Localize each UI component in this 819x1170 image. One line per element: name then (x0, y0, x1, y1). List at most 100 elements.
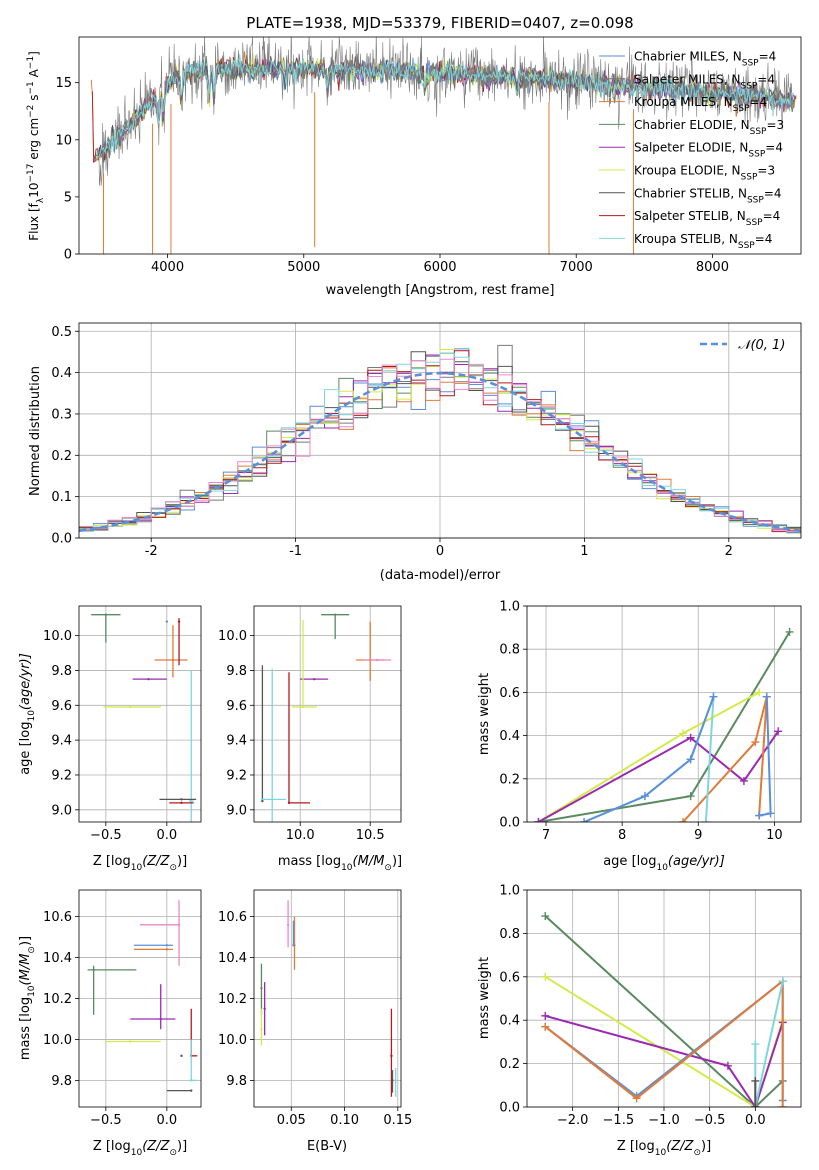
y-tick-label: 10.4 (43, 951, 72, 966)
x-axis-label: (data-model)/error (380, 568, 501, 583)
data-marker (755, 688, 764, 697)
data-marker (686, 755, 695, 764)
series-line (754, 980, 784, 1107)
label-part: Chabrier MILES, N (634, 50, 742, 64)
y-tick-label: 10.0 (43, 1033, 72, 1048)
data-point (177, 923, 181, 927)
y-tick-label: 0.2 (499, 1057, 520, 1072)
series-line (583, 696, 715, 822)
panel-mass_weight_vs_Z: −2.0 −1.5 −1.0 −0.5 0.0 0.0 0.2 0.4 0.6 0.8 1.0 Z [… (477, 884, 802, 1158)
label-part: Kroupa ELODIE, N (634, 164, 741, 178)
label-part: Kroupa MILES, N (634, 95, 733, 109)
data-point (376, 658, 379, 662)
label-part: ⊙ (27, 946, 37, 954)
label-part: 10 (27, 710, 37, 722)
y-tick-label: 10.0 (43, 629, 72, 644)
label-part: Flux [f (27, 202, 41, 240)
y-tick-label: 0.0 (499, 1101, 520, 1116)
y-tick-label: 0.0 (51, 532, 72, 547)
data-marker (679, 818, 688, 822)
data-point (391, 1079, 394, 1082)
label-part: −17 (26, 164, 36, 183)
x-axis-label: age [log10(age/yr)] (603, 854, 725, 873)
data-point (177, 620, 181, 623)
grid (254, 606, 401, 822)
axes-frame (78, 889, 202, 1108)
x-tick-label: 0.0 (156, 828, 177, 843)
label-part: SSP (738, 241, 755, 251)
label-part: 10 (655, 1148, 667, 1158)
x-tick-label: 0.0 (745, 1113, 766, 1128)
label-part: Salpeter MILES, N (634, 72, 741, 86)
data-point (180, 1054, 183, 1058)
label-part: λ (36, 197, 46, 203)
data-marker (751, 1040, 760, 1049)
y-tick-label: 10.4 (218, 951, 247, 966)
data-point (287, 801, 291, 805)
data-point (190, 1079, 193, 1082)
label-part: −2 (26, 105, 36, 118)
x-tick-label: 7 (542, 828, 550, 843)
data-marker (632, 1094, 641, 1103)
label-part: −1 (26, 56, 36, 69)
label-part: =4 (763, 209, 781, 223)
label-part: Kroupa STELIB, N (634, 232, 738, 246)
data-marker (778, 1103, 787, 1107)
data-point (147, 677, 150, 681)
label-part: ⊙ (384, 863, 392, 873)
x-tick-label: 1 (580, 544, 588, 559)
y-tick-label: 10.6 (218, 910, 247, 925)
y-tick-label: 9.8 (226, 664, 247, 679)
error-bars (91, 613, 197, 822)
x-tick-label: −0.5 (90, 1113, 122, 1128)
label-part: −1 (26, 81, 36, 94)
label-part: SSP (733, 104, 750, 114)
label-part: SSP (741, 173, 758, 183)
label-part: (Z/Z (142, 1139, 170, 1154)
y-tick-label: 9.8 (51, 664, 72, 679)
y-tick-label: 10.0 (218, 629, 247, 644)
data-marker (679, 729, 688, 738)
y-tick-label: 10.6 (43, 910, 72, 925)
label-part: (M/M (18, 954, 33, 986)
legend-label: Salpeter MILES, NSSP=4 (634, 72, 775, 91)
data-point (263, 1007, 266, 1010)
series-line (545, 1014, 784, 1107)
x-tick-label: -1 (289, 544, 302, 559)
y-tick-label: 0.1 (51, 490, 72, 505)
label-part: mass [log (18, 997, 33, 1060)
panel-residual_distribution: -2 -1 0 1 2 0.0 0.1 0.2 0.3 0.4 0.5 𝒩(0, 1) (data-mo… (28, 322, 802, 583)
histogram-pink (79, 358, 801, 534)
y-tick-label: 5 (64, 190, 72, 205)
label-part: (age/yr)] (668, 854, 725, 869)
data-marker (774, 727, 783, 736)
data-point (190, 1089, 193, 1092)
x-tick-label: −2.0 (557, 1113, 589, 1128)
spectrum-series-kroupa_stelib (99, 53, 792, 154)
data-point (286, 923, 290, 927)
series-line (544, 915, 784, 1107)
label-part: A (27, 68, 41, 81)
spectrum-lines (90, 37, 797, 254)
data-point (159, 1017, 162, 1021)
label-part: )] (392, 854, 402, 869)
y-axis-label: mass weight (477, 673, 492, 755)
y-tick-label: 9.2 (226, 768, 247, 783)
data-point (171, 658, 175, 662)
y-axis-label: age [log10(age/yr)] (18, 653, 37, 775)
y-tick-label: 1.0 (499, 600, 520, 615)
x-axis-label: wavelength [Angstrom, rest frame] (326, 283, 555, 298)
label-part: SSP (748, 150, 765, 160)
axes-frame (253, 889, 402, 1108)
label-part: SSP (741, 81, 758, 91)
data-point (190, 799, 193, 803)
legend-label: Chabrier ELODIE, NSSP=3 (634, 118, 784, 137)
y-tick-label: 9.0 (226, 803, 247, 818)
data-marker (541, 972, 550, 981)
data-point (165, 620, 169, 623)
y-tick-label: 0 (64, 248, 72, 263)
x-tick-label: 0.10 (330, 1113, 359, 1128)
x-tick-label: 10.5 (356, 828, 385, 843)
